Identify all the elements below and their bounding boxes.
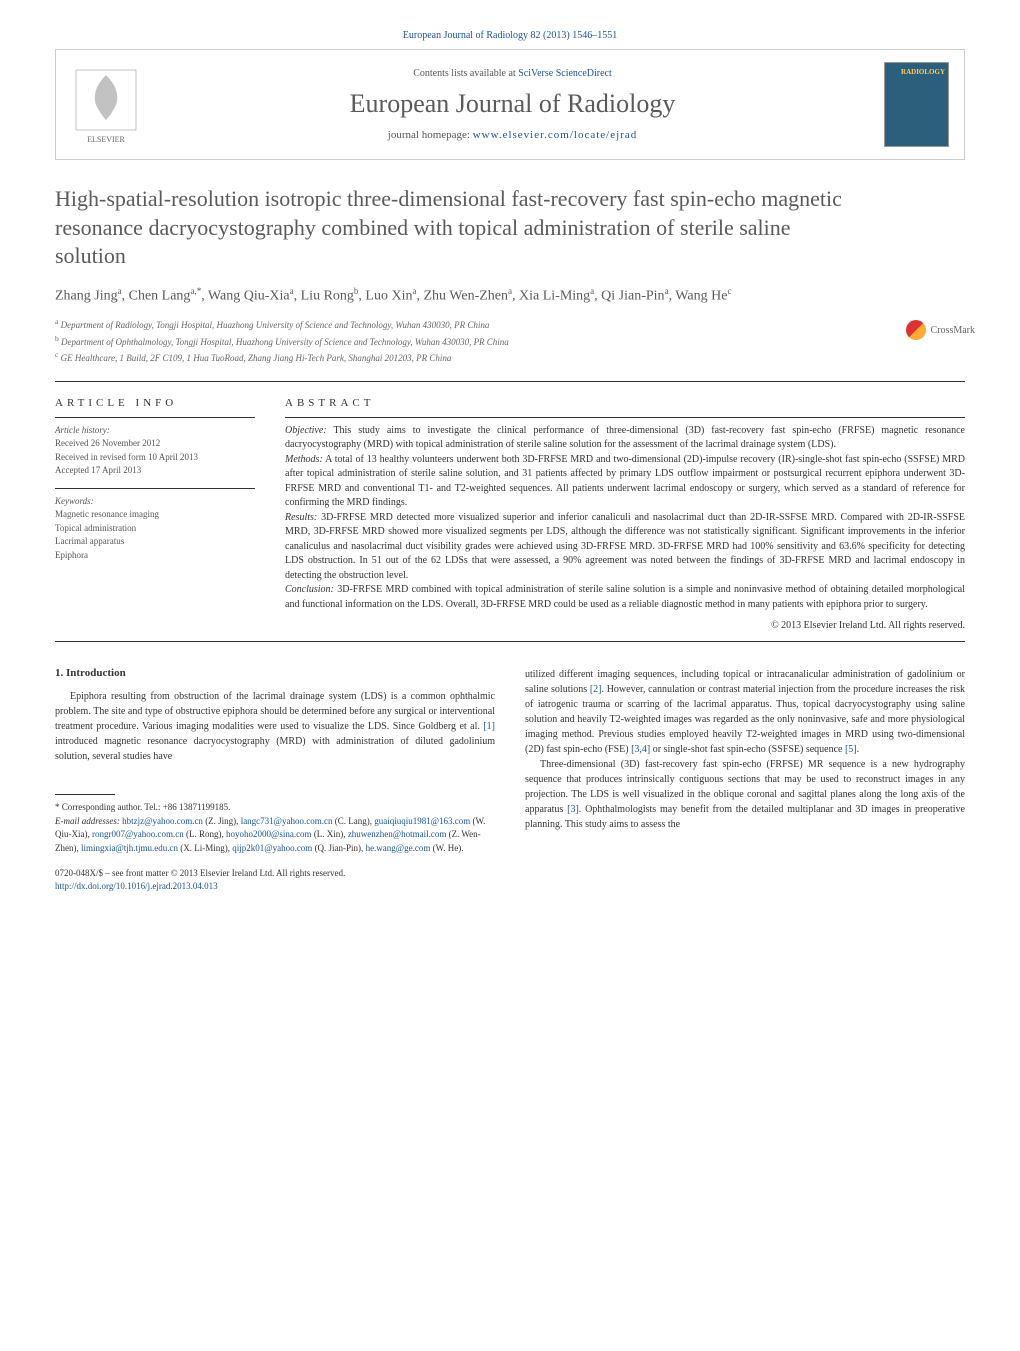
email-link[interactable]: hbtzjz@yahoo.com.cn xyxy=(122,816,203,826)
footnote-rule xyxy=(55,794,115,795)
crossmark-label: CrossMark xyxy=(931,325,975,336)
citation-header: European Journal of Radiology 82 (2013) … xyxy=(55,30,965,41)
methods-label: Methods: xyxy=(285,454,323,465)
results-text: 3D-FRFSE MRD detected more visualized su… xyxy=(285,512,965,581)
revised-date: Received in revised form 10 April 2013 xyxy=(55,451,255,465)
contents-text: Contents lists available at xyxy=(413,68,518,79)
conclusion-label: Conclusion: xyxy=(285,584,334,595)
svg-text:ELSEVIER: ELSEVIER xyxy=(87,135,125,144)
article-info-column: ARTICLE INFO Article history: Received 2… xyxy=(55,397,255,632)
keywords-block: Keywords: Magnetic resonance imaging Top… xyxy=(55,495,255,563)
ref-link-3[interactable]: [3] xyxy=(567,804,579,815)
keyword-item: Epiphora xyxy=(55,549,255,563)
contents-available-line: Contents lists available at SciVerse Sci… xyxy=(141,68,884,79)
accepted-date: Accepted 17 April 2013 xyxy=(55,464,255,478)
sub-divider xyxy=(55,417,255,418)
results-label: Results: xyxy=(285,512,317,523)
email-link[interactable]: langc731@yahoo.com.cn xyxy=(241,816,333,826)
objective-label: Objective: xyxy=(285,425,327,436)
elsevier-logo: ELSEVIER xyxy=(71,65,141,145)
footnotes-block: * Corresponding author. Tel.: +86 138711… xyxy=(55,794,495,855)
divider xyxy=(55,641,965,642)
email-link[interactable]: hoyoho2000@sina.com xyxy=(226,829,312,839)
keyword-item: Topical administration xyxy=(55,522,255,536)
sub-divider xyxy=(285,417,965,418)
email-label: E-mail addresses: xyxy=(55,816,120,826)
introduction-heading: 1. Introduction xyxy=(55,667,495,679)
elsevier-tree-icon: ELSEVIER xyxy=(71,65,141,145)
homepage-label: journal homepage: xyxy=(388,129,473,141)
homepage-link[interactable]: www.elsevier.com/locate/ejrad xyxy=(473,129,638,141)
journal-cover-thumbnail: RADIOLOGY xyxy=(884,62,949,147)
abstract-heading: ABSTRACT xyxy=(285,397,965,409)
intro-paragraph-1: Epiphora resulting from obstruction of t… xyxy=(55,689,495,764)
right-column: utilized different imaging sequences, in… xyxy=(525,667,965,892)
conclusion-text: 3D-FRFSE MRD combined with topical admin… xyxy=(285,584,965,610)
authors-line: Zhang Jinga, Chen Langa,*, Wang Qiu-Xiaa… xyxy=(55,286,965,305)
received-date: Received 26 November 2012 xyxy=(55,437,255,451)
affiliation-a: a Department of Radiology, Tongji Hospit… xyxy=(55,316,965,333)
crossmark-badge[interactable]: CrossMark xyxy=(906,320,975,340)
sciencedirect-link[interactable]: SciVerse ScienceDirect xyxy=(518,68,612,79)
email-link[interactable]: zhuwenzhen@hotmail.com xyxy=(348,829,447,839)
keyword-item: Lacrimal apparatus xyxy=(55,535,255,549)
intro-paragraph-cont: utilized different imaging sequences, in… xyxy=(525,667,965,757)
info-abstract-row: ARTICLE INFO Article history: Received 2… xyxy=(55,397,965,632)
ref-link-1[interactable]: [1] xyxy=(483,721,495,732)
cover-label: RADIOLOGY xyxy=(901,68,945,76)
footer-meta: 0720-048X/$ – see front matter © 2013 El… xyxy=(55,867,495,892)
ref-link-2[interactable]: [2] xyxy=(590,684,602,695)
keywords-list: Magnetic resonance imaging Topical admin… xyxy=(55,508,255,562)
history-block: Article history: Received 26 November 20… xyxy=(55,424,255,478)
history-label: Article history: xyxy=(55,424,255,438)
divider xyxy=(55,381,965,382)
crossmark-icon xyxy=(906,320,926,340)
corresponding-author-note: * Corresponding author. Tel.: +86 138711… xyxy=(55,801,495,815)
doi-link[interactable]: http://dx.doi.org/10.1016/j.ejrad.2013.0… xyxy=(55,881,218,891)
title-section: High-spatial-resolution isotropic three-… xyxy=(55,185,965,271)
citation-link[interactable]: European Journal of Radiology 82 (2013) … xyxy=(403,30,617,41)
abstract-copyright: © 2013 Elsevier Ireland Ltd. All rights … xyxy=(285,620,965,631)
keywords-label: Keywords: xyxy=(55,495,255,509)
journal-title: European Journal of Radiology xyxy=(141,89,884,119)
affiliations-block: a Department of Radiology, Tongji Hospit… xyxy=(55,316,965,366)
intro-paragraph-2: Three-dimensional (3D) fast-recovery fas… xyxy=(525,757,965,832)
affiliation-b: b Department of Ophthalmology, Tongji Ho… xyxy=(55,333,965,350)
journal-header-center: Contents lists available at SciVerse Sci… xyxy=(141,68,884,141)
two-column-body: 1. Introduction Epiphora resulting from … xyxy=(55,667,965,892)
article-title: High-spatial-resolution isotropic three-… xyxy=(55,185,965,271)
sub-divider xyxy=(55,488,255,489)
objective-text: This study aims to investigate the clini… xyxy=(285,425,965,451)
article-info-heading: ARTICLE INFO xyxy=(55,397,255,409)
email-link[interactable]: guaiqiuqiu1981@163.com xyxy=(374,816,470,826)
abstract-text: Objective: This study aims to investigat… xyxy=(285,424,965,613)
left-column: 1. Introduction Epiphora resulting from … xyxy=(55,667,495,892)
abstract-column: ABSTRACT Objective: This study aims to i… xyxy=(285,397,965,632)
email-addresses: E-mail addresses: hbtzjz@yahoo.com.cn (Z… xyxy=(55,815,495,856)
journal-homepage-line: journal homepage: www.elsevier.com/locat… xyxy=(141,129,884,141)
journal-header-box: ELSEVIER Contents lists available at Sci… xyxy=(55,49,965,160)
issn-copyright-line: 0720-048X/$ – see front matter © 2013 El… xyxy=(55,867,495,880)
email-link[interactable]: he.wang@ge.com xyxy=(366,843,431,853)
methods-text: A total of 13 healthy volunteers underwe… xyxy=(285,454,965,509)
ref-link-5[interactable]: [5] xyxy=(845,744,857,755)
email-link[interactable]: rongr007@yahoo.com.cn xyxy=(92,829,184,839)
email-link[interactable]: qijp2k01@yahoo.com xyxy=(232,843,312,853)
email-link[interactable]: limingxia@tjh.tjmu.edu.cn xyxy=(81,843,178,853)
affiliation-c: c GE Healthcare, 1 Build, 2F C109, 1 Hua… xyxy=(55,349,965,366)
keyword-item: Magnetic resonance imaging xyxy=(55,508,255,522)
ref-link-34[interactable]: [3,4] xyxy=(631,744,650,755)
